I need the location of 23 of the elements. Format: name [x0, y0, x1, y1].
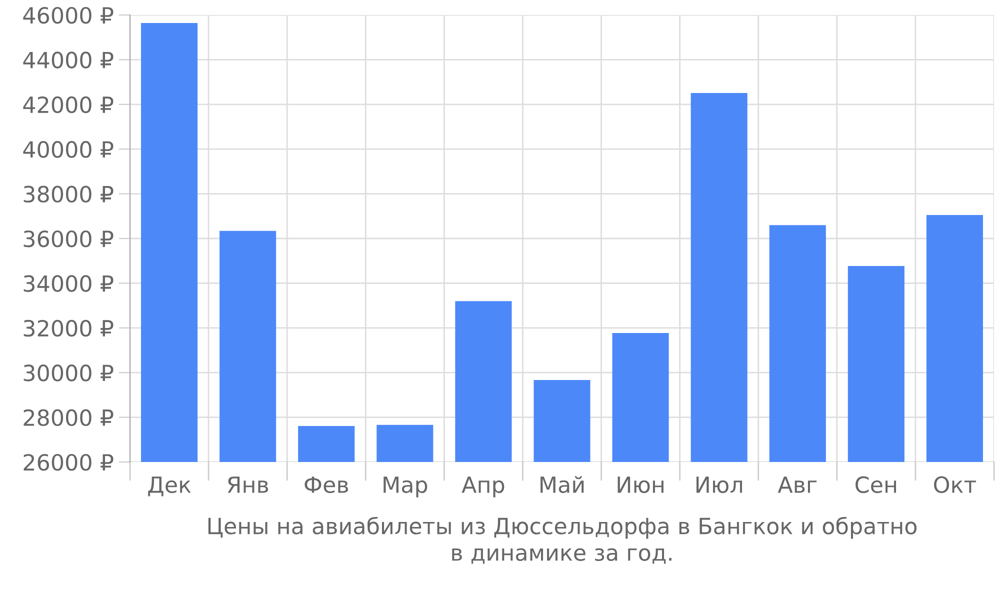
y-tick-label: 32000 ₽: [24, 320, 114, 337]
y-tick-label: 42000 ₽: [23, 96, 114, 114]
y-tick-label: 26000 ₽: [24, 454, 114, 471]
y-tick-label: 46000 ₽: [23, 6, 114, 24]
x-tick-label: Июл: [696, 476, 742, 494]
x-tick-label: Дек: [148, 476, 191, 496]
x-tick-label: Апр: [462, 476, 504, 498]
y-tick-label: 36000 ₽: [24, 230, 114, 248]
y-tick-label: 34000 ₽: [24, 275, 114, 292]
y-tick-label: 40000 ₽: [23, 141, 114, 158]
x-axis-title: Цены на авиабилеты из Дюссельдорфа в Бангкок и обратно в динамике за год.: [208, 516, 917, 564]
x-tick-label: Мар: [384, 476, 428, 498]
x-tick-label: Янв: [228, 476, 268, 493]
x-tick-label: Сен: [856, 476, 896, 494]
y-tick-label: 38000 ₽: [24, 186, 114, 203]
x-tick-label: Фев: [304, 476, 348, 494]
x-tick-label: Авг: [778, 476, 817, 493]
x-tick-label: Май: [540, 476, 584, 494]
y-tick-label: 30000 ₽: [24, 364, 114, 382]
x-tick-label: Окт: [934, 476, 976, 494]
x-tick-label: Июн: [618, 476, 664, 494]
y-tick-label: 28000 ₽: [24, 409, 114, 426]
y-tick-label: 44000 ₽: [23, 52, 114, 68]
